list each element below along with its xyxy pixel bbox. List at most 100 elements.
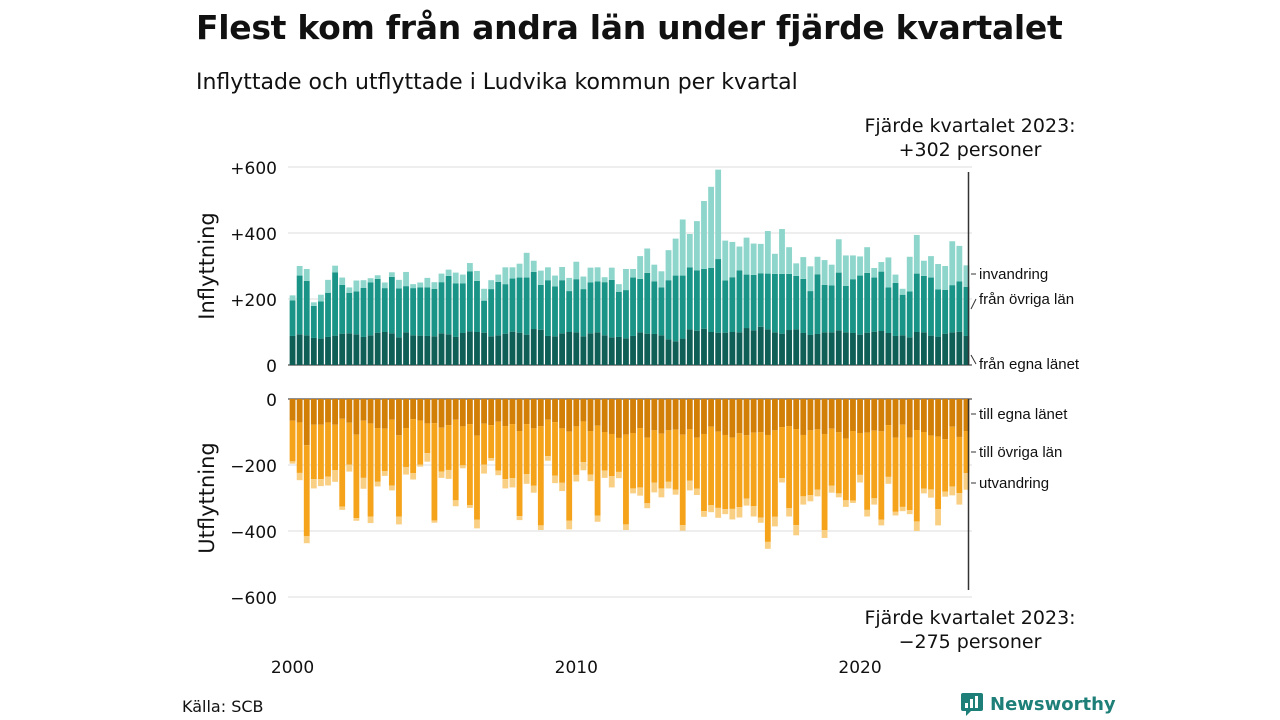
bar-out-1 [360,420,367,478]
bar-out-1 [388,419,395,486]
bar-in-2 [310,302,317,306]
bar-in-1 [318,301,324,339]
bar-in-0 [878,331,885,365]
bar-out-0 [892,399,899,438]
bar-out-2 [587,474,594,482]
bar-out-2 [601,470,608,478]
bar-out-2 [360,477,367,489]
bar-in-1 [466,271,473,332]
bar-in-0 [644,333,651,365]
bar-in-1 [658,287,665,336]
y-axis-label-outflow: Utflyttning [195,442,219,554]
bar-out-2 [942,491,949,497]
bar-in-1 [800,278,807,333]
bar-in-0 [786,330,793,365]
bar-in-0 [410,335,417,365]
bar-in-1 [772,273,778,333]
bar-in-1 [644,272,651,334]
bar-out-1 [537,426,544,526]
bar-out-0 [396,399,402,436]
bar-out-2 [715,507,722,518]
bar-in-1 [537,284,544,330]
bar-out-0 [381,399,388,429]
bar-in-0 [481,332,487,365]
bar-in-2 [658,271,665,288]
bar-in-0 [857,334,863,365]
x-tick-label: 2020 [838,658,881,678]
bar-in-0 [729,332,736,365]
bar-in-0 [672,341,679,365]
bar-out-1 [431,423,438,521]
bar-out-2 [644,503,651,509]
bar-in-1 [963,286,970,336]
bar-out-1 [736,433,743,508]
bar-in-0 [828,332,835,365]
bar-in-1 [431,288,438,337]
series-label: invandring [979,266,1048,283]
bar-out-2 [658,488,665,498]
bar-in-0 [367,335,374,365]
x-tick-label: 2000 [271,658,314,678]
bar-in-2 [296,266,303,276]
bar-out-2 [566,520,573,530]
bar-out-0 [885,399,892,426]
bar-in-1 [495,281,502,336]
bar-in-1 [750,274,757,331]
y-tick-label: +600 [230,159,277,179]
bar-out-2 [580,462,587,471]
bar-out-1 [878,431,885,520]
bar-in-2 [587,267,594,283]
bar-in-0 [821,332,828,365]
bar-in-2 [821,260,828,285]
bar-out-2 [857,474,863,483]
bar-out-0 [800,399,807,435]
bar-in-2 [913,234,920,274]
bar-in-2 [438,273,445,283]
bar-out-0 [403,399,409,429]
axis-labels: 0 +200 +400 +600 Inflyttning 0 −200 −400 −600 Utf… [195,159,1080,678]
bar-in-1 [459,283,466,333]
bar-in-1 [403,286,409,333]
inflow-bars [289,169,970,365]
bar-out-1 [466,424,473,506]
bar-out-1 [665,430,672,482]
annotation-top-line1: Fjärde kvartalet 2023: [864,115,1076,137]
bar-out-0 [452,399,459,420]
bar-out-0 [871,399,878,431]
bar-out-1 [438,427,445,472]
bar-in-0 [339,333,346,365]
bar-out-1 [339,418,346,507]
bar-out-1 [502,426,509,480]
bar-out-1 [800,434,807,497]
bar-in-2 [608,267,615,280]
bar-in-0 [573,332,580,365]
bar-out-0 [615,399,622,438]
bar-out-1 [594,425,601,516]
bar-in-0 [452,336,459,365]
bar-in-2 [672,238,679,276]
bar-out-0 [857,399,863,433]
bar-in-1 [942,289,949,334]
bar-in-1 [814,274,821,334]
bar-in-1 [438,282,445,334]
bar-out-0 [942,399,949,440]
bar-out-0 [963,399,970,432]
bar-out-1 [452,419,459,501]
bar-in-0 [906,337,913,365]
bar-out-1 [906,437,913,511]
annotation-bottom-line2: −275 personer [898,631,1042,653]
bar-out-2 [481,464,487,474]
bar-out-2 [736,507,743,518]
bar-out-0 [715,399,722,432]
bar-out-1 [828,428,835,486]
bar-in-2 [686,233,693,268]
bar-out-1 [587,431,594,475]
bar-out-2 [963,473,970,490]
bar-in-1 [445,275,452,335]
bar-out-1 [821,433,828,531]
bar-in-1 [516,277,523,333]
bar-in-0 [793,329,800,365]
bar-out-2 [949,486,956,496]
bar-in-2 [708,186,714,268]
bar-in-2 [892,274,899,283]
